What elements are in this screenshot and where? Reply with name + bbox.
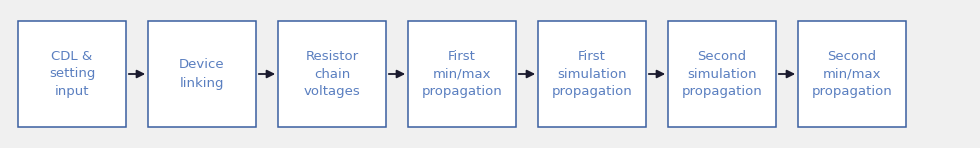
FancyBboxPatch shape bbox=[18, 21, 126, 127]
FancyBboxPatch shape bbox=[408, 21, 516, 127]
Text: CDL &
setting
input: CDL & setting input bbox=[49, 49, 95, 99]
FancyBboxPatch shape bbox=[148, 21, 256, 127]
FancyBboxPatch shape bbox=[668, 21, 776, 127]
Text: Resistor
chain
voltages: Resistor chain voltages bbox=[304, 49, 361, 99]
FancyBboxPatch shape bbox=[798, 21, 906, 127]
Text: Second
min/max
propagation: Second min/max propagation bbox=[811, 49, 893, 99]
FancyBboxPatch shape bbox=[538, 21, 646, 127]
Text: Device
linking: Device linking bbox=[179, 58, 224, 90]
Text: First
simulation
propagation: First simulation propagation bbox=[552, 49, 632, 99]
Text: First
min/max
propagation: First min/max propagation bbox=[421, 49, 503, 99]
FancyBboxPatch shape bbox=[278, 21, 386, 127]
Text: Second
simulation
propagation: Second simulation propagation bbox=[682, 49, 762, 99]
